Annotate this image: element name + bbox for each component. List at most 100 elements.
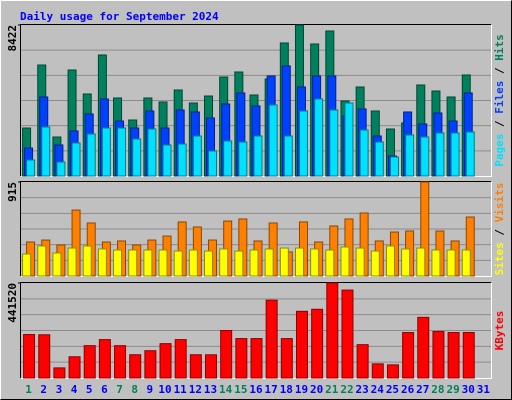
bar — [235, 338, 248, 379]
bar — [283, 135, 293, 177]
legend-separator-space — [493, 236, 506, 243]
x-tick-label: 22 — [340, 383, 353, 396]
legend-entry: Pages — [493, 134, 506, 167]
bar — [82, 245, 92, 277]
bar — [238, 141, 248, 177]
bar — [68, 356, 81, 379]
bar — [355, 247, 365, 277]
bar — [97, 248, 107, 277]
bar — [205, 354, 218, 379]
legend-separator: / — [493, 120, 506, 127]
bar — [326, 282, 339, 379]
bar — [386, 364, 399, 379]
bar — [385, 245, 395, 277]
bar — [416, 247, 426, 277]
x-tick-label: 7 — [116, 383, 123, 396]
bar — [374, 141, 384, 177]
bar — [405, 134, 415, 177]
bar — [189, 354, 202, 379]
legend-separator-space — [493, 74, 506, 81]
bar — [132, 138, 142, 177]
x-tick-label: 28 — [431, 383, 444, 396]
legend-separator-space — [493, 127, 506, 134]
x-tick-label: 8 — [131, 383, 138, 396]
bar — [356, 344, 369, 379]
bar — [432, 331, 445, 379]
x-tick-label: 20 — [310, 383, 323, 396]
bar — [220, 330, 233, 379]
legend-entry: Files — [493, 81, 506, 114]
bar — [389, 156, 399, 177]
x-tick-label: 16 — [249, 383, 263, 396]
bar — [177, 143, 187, 177]
bar — [128, 249, 138, 277]
x-tick-label: 29 — [446, 383, 459, 396]
legend-entry: Visits — [493, 183, 506, 223]
x-tick-label: 2 — [40, 383, 47, 396]
bar — [129, 354, 142, 379]
y-tick-label: 8422 — [6, 25, 19, 52]
x-tick-label: 15 — [234, 383, 247, 396]
bar — [188, 249, 198, 277]
bar — [298, 110, 308, 177]
bar — [417, 316, 430, 379]
x-tick-label: 27 — [416, 383, 429, 396]
bar — [22, 253, 32, 277]
x-tick-label: 18 — [280, 383, 293, 396]
bar — [192, 135, 202, 177]
bar — [223, 140, 233, 177]
bar — [465, 131, 475, 177]
bar — [208, 150, 218, 177]
x-tick-label: 23 — [356, 383, 369, 396]
legend: KBytes — [493, 311, 506, 351]
bar — [144, 350, 157, 379]
bar — [435, 132, 445, 177]
bar — [147, 128, 157, 177]
bar — [265, 299, 278, 379]
bar — [340, 246, 350, 277]
x-tick-label: 9 — [147, 383, 154, 396]
bar — [53, 367, 66, 379]
bar — [401, 248, 411, 277]
x-tick-label: 30 — [462, 383, 475, 396]
legend-separator: / — [493, 229, 506, 236]
bar — [41, 126, 51, 177]
legend-separator-space — [493, 222, 506, 229]
bar — [173, 250, 183, 277]
bar — [447, 332, 460, 379]
bar — [280, 338, 293, 379]
x-tick-label: 19 — [295, 383, 308, 396]
x-tick-label: 13 — [204, 383, 217, 396]
bar — [101, 127, 111, 177]
legend: Sites / Visits — [493, 183, 506, 276]
x-tick-label: 12 — [189, 383, 202, 396]
bar — [83, 345, 96, 379]
bar — [250, 338, 263, 379]
x-tick-label: 1 — [25, 383, 32, 396]
bar — [56, 161, 66, 177]
x-tick-label: 6 — [101, 383, 108, 396]
bar — [249, 249, 259, 277]
bar — [314, 98, 324, 177]
x-tick-label: 10 — [158, 383, 171, 396]
bar — [219, 248, 229, 277]
bar — [117, 127, 127, 177]
bar — [114, 345, 127, 379]
x-tick-label: 25 — [386, 383, 399, 396]
bar — [420, 136, 430, 177]
bar — [446, 249, 456, 277]
bar — [279, 247, 289, 277]
legend-entry: Hits — [493, 34, 506, 61]
bar — [52, 252, 62, 277]
bar — [38, 334, 51, 379]
bar — [295, 310, 308, 379]
y-tick-label: 915 — [6, 182, 19, 202]
bar — [158, 249, 168, 277]
bar — [311, 308, 324, 379]
legend-separator: / — [493, 67, 506, 74]
bar — [264, 248, 274, 277]
bar — [329, 109, 339, 177]
bar — [253, 135, 263, 177]
bar — [450, 132, 460, 177]
